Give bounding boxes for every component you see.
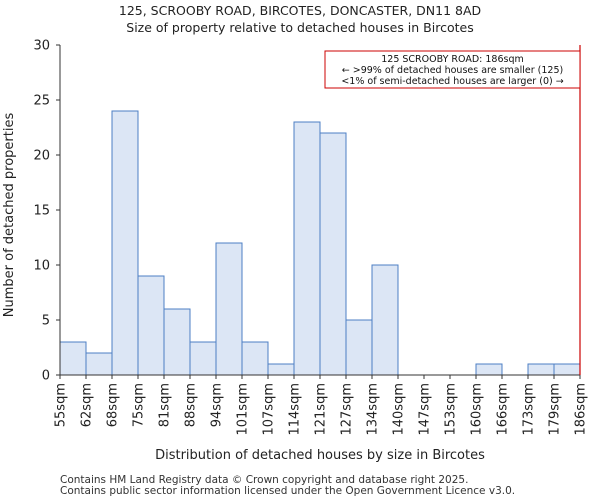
x-tick-label: 140sqm [392, 383, 407, 436]
x-tick-label: 160sqm [470, 383, 485, 436]
marker-layer: 125 SCROOBY ROAD: 186sqm← >99% of detach… [324, 45, 581, 375]
histogram-bar [59, 341, 87, 376]
chart-title: 125, SCROOBY ROAD, BIRCOTES, DONCASTER, … [119, 3, 481, 18]
y-tick-label: 30 [33, 39, 50, 54]
property-callout-line: ← >99% of detached houses are smaller (1… [342, 65, 563, 76]
y-tick-label: 5 [42, 314, 50, 329]
property-callout-line: <1% of semi-detached houses are larger (… [341, 76, 563, 87]
x-tick-label: 147sqm [418, 383, 433, 436]
x-tick-label: 55sqm [54, 383, 69, 427]
property-callout-line: 125 SCROOBY ROAD: 186sqm [381, 54, 524, 65]
x-tick-label: 101sqm [236, 383, 251, 436]
x-tick-label: 107sqm [262, 383, 277, 436]
x-tick-label: 127sqm [340, 383, 355, 436]
x-axis-title: Distribution of detached houses by size … [155, 448, 485, 463]
x-tick-label: 153sqm [444, 383, 459, 436]
chart-subtitle: Size of property relative to detached ho… [126, 20, 473, 35]
y-tick-label: 15 [33, 204, 50, 219]
y-tick-label: 10 [33, 259, 50, 274]
x-tick-label: 121sqm [314, 383, 329, 436]
x-tick-label: 179sqm [548, 383, 563, 436]
histogram-bar [215, 242, 243, 376]
histogram-bar [319, 132, 347, 376]
x-tick-label: 166sqm [496, 383, 511, 436]
axes-layer: 0 5 10 15 20 25 30 55sqm 62sqm 68sqm 75sqm 81sqm 88s… [33, 39, 588, 436]
y-axis-title: Number of detached properties [2, 113, 17, 318]
footer-licence-line: Contains public sector information licen… [60, 485, 515, 497]
histogram-bar [527, 363, 555, 376]
histogram-bar [189, 341, 217, 376]
y-tick-label: 20 [33, 149, 50, 164]
histogram-bar [241, 341, 269, 376]
x-tick-label: 186sqm [574, 383, 589, 436]
histogram-bar [163, 308, 191, 376]
histogram-bar [267, 363, 295, 376]
x-tick-label: 114sqm [288, 383, 303, 436]
x-tick-label: 173sqm [522, 383, 537, 436]
y-tick-label: 25 [33, 94, 50, 109]
histogram-bar [137, 275, 165, 376]
histogram-bar [371, 264, 399, 376]
x-tick-label: 81sqm [158, 383, 173, 427]
histogram-bar [85, 352, 113, 376]
histogram-bar [475, 363, 503, 376]
histogram-bar [111, 110, 139, 376]
y-tick-label: 0 [42, 369, 50, 384]
bars-layer [59, 110, 581, 376]
histogram-bar [293, 121, 321, 376]
footer-copyright-line: Contains HM Land Registry data © Crown c… [60, 474, 468, 486]
histogram-bar [345, 319, 373, 376]
x-tick-label: 62sqm [80, 383, 95, 427]
property-callout-box [324, 50, 581, 89]
x-tick-label: 75sqm [132, 383, 147, 427]
x-tick-label: 68sqm [106, 383, 121, 427]
x-tick-label: 94sqm [210, 383, 225, 427]
x-tick-label: 88sqm [184, 383, 199, 427]
histogram-bar [553, 363, 581, 376]
x-tick-label: 134sqm [366, 383, 381, 436]
